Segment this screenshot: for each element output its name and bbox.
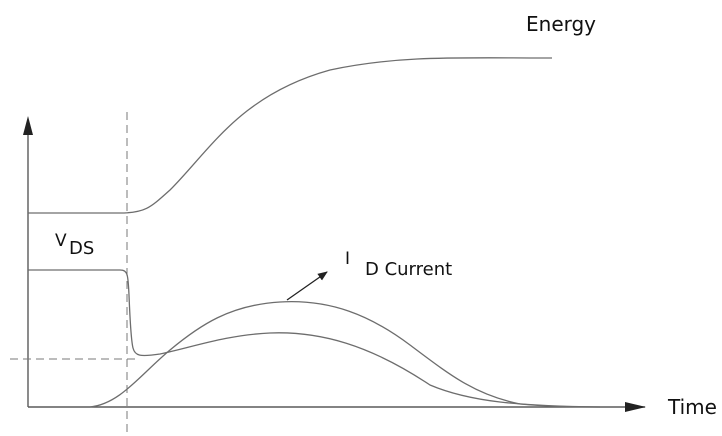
vds-label-subscript: DS bbox=[69, 238, 94, 259]
vds-curve bbox=[28, 269, 601, 408]
time-axis-label: Time bbox=[667, 395, 717, 419]
energy-label: Energy bbox=[526, 12, 596, 36]
id-pointer-arrow bbox=[286, 271, 328, 301]
energy-curve bbox=[28, 57, 553, 214]
x-axis-arrow bbox=[625, 402, 646, 412]
vds-label-main: V bbox=[55, 231, 67, 251]
id-current-curve bbox=[89, 300, 621, 408]
id-label-subscript: D Current bbox=[365, 259, 452, 280]
id-label-main: I bbox=[345, 249, 350, 269]
y-axis-arrow bbox=[23, 116, 33, 135]
